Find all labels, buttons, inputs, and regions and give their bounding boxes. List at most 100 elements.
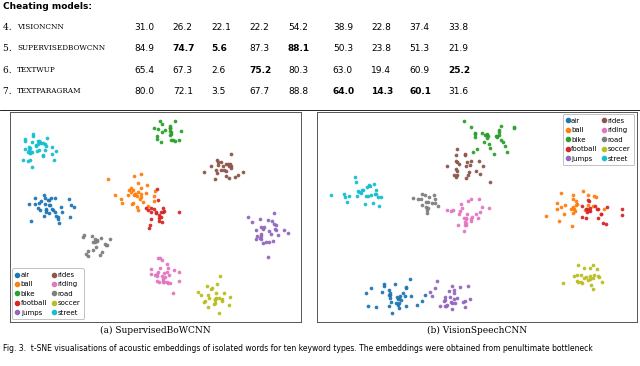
Point	[56, 209, 67, 215]
Point	[373, 194, 383, 200]
Point	[596, 211, 606, 217]
Point	[213, 162, 223, 168]
Text: (a) SupervisedBoWCNN: (a) SupervisedBoWCNN	[100, 326, 211, 335]
Point	[79, 232, 89, 238]
Point	[90, 236, 100, 242]
Point	[199, 299, 209, 305]
Point	[459, 118, 469, 124]
Point	[39, 213, 49, 219]
Point	[28, 164, 38, 169]
Point	[136, 171, 147, 177]
Point	[584, 207, 594, 213]
Point	[429, 192, 439, 198]
Point	[442, 207, 452, 213]
Point	[483, 132, 493, 138]
Point	[592, 206, 602, 212]
Point	[225, 161, 235, 167]
Point	[25, 145, 35, 151]
Point	[466, 219, 476, 224]
Point	[586, 282, 596, 288]
Point	[127, 187, 138, 193]
Point	[460, 152, 470, 158]
Point	[166, 137, 176, 142]
Point	[360, 193, 371, 199]
Text: 67.7: 67.7	[250, 87, 269, 96]
Point	[453, 211, 463, 217]
Point	[458, 299, 468, 305]
Point	[461, 211, 472, 217]
Point	[226, 165, 236, 171]
Point	[27, 139, 37, 145]
Point	[401, 285, 411, 291]
Point	[173, 209, 184, 214]
Point	[559, 202, 570, 208]
Point	[440, 303, 451, 309]
Text: 63.0: 63.0	[333, 66, 353, 75]
Text: 88.1: 88.1	[288, 44, 310, 53]
Point	[29, 201, 40, 207]
Point	[485, 145, 495, 151]
Point	[408, 195, 418, 201]
Point	[152, 273, 162, 279]
Point	[153, 269, 163, 275]
Point	[470, 134, 481, 140]
Point	[133, 180, 143, 186]
Text: 31.0: 31.0	[134, 23, 154, 32]
Text: 75.2: 75.2	[250, 66, 272, 75]
Point	[157, 280, 168, 285]
Point	[489, 151, 499, 157]
Text: 37.4: 37.4	[410, 23, 429, 32]
Point	[52, 214, 63, 220]
Legend: air, ball, bike, football, jumps, rides, riding, road, soccer, street: air, ball, bike, football, jumps, rides,…	[563, 115, 634, 165]
Point	[33, 138, 44, 144]
Point	[376, 194, 387, 200]
Point	[579, 188, 589, 194]
Point	[424, 289, 435, 295]
Point	[174, 269, 184, 274]
Point	[163, 265, 173, 271]
Point	[218, 163, 228, 168]
Point	[158, 209, 168, 215]
Point	[152, 271, 162, 277]
Point	[364, 303, 374, 309]
Point	[585, 273, 595, 279]
Point	[92, 238, 102, 243]
Point	[256, 231, 266, 237]
Point	[174, 137, 184, 143]
Point	[24, 145, 35, 150]
Point	[582, 277, 593, 283]
Point	[383, 303, 394, 309]
Point	[420, 199, 431, 205]
Point	[279, 227, 289, 233]
Point	[370, 191, 380, 197]
Point	[88, 247, 98, 253]
Point	[460, 151, 470, 157]
Point	[422, 199, 433, 205]
Point	[128, 200, 138, 206]
Point	[384, 292, 394, 298]
Point	[447, 283, 457, 289]
Point	[92, 237, 102, 243]
Point	[420, 204, 431, 210]
Point	[100, 242, 111, 248]
Point	[40, 141, 50, 147]
Point	[210, 298, 220, 303]
Point	[38, 141, 48, 146]
Point	[46, 195, 56, 201]
Point	[211, 296, 221, 302]
Point	[500, 143, 510, 149]
Point	[47, 151, 57, 157]
Point	[95, 252, 105, 258]
Point	[344, 193, 355, 199]
Point	[206, 286, 216, 292]
Point	[153, 255, 163, 261]
Point	[166, 129, 176, 135]
Point	[210, 300, 220, 306]
Point	[445, 299, 456, 305]
Point	[44, 202, 54, 208]
Point	[165, 126, 175, 131]
Point	[461, 215, 471, 221]
Text: 60.9: 60.9	[410, 66, 429, 75]
Point	[556, 190, 566, 196]
Point	[599, 206, 609, 212]
